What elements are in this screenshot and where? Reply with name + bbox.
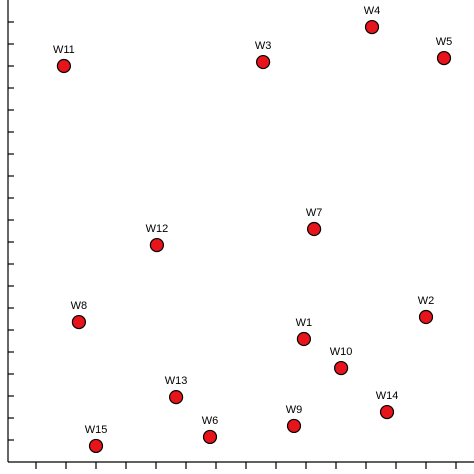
point xyxy=(334,360,349,376)
point xyxy=(256,54,271,70)
point-label: W1 xyxy=(296,317,313,329)
point-label: W4 xyxy=(364,5,381,17)
point-label: W8 xyxy=(71,300,88,312)
point xyxy=(202,429,218,445)
point-label: W13 xyxy=(165,375,188,387)
point xyxy=(418,309,434,325)
point xyxy=(307,221,322,237)
point xyxy=(436,50,452,66)
point-label: W11 xyxy=(53,44,75,56)
point xyxy=(296,331,311,347)
point xyxy=(88,438,104,454)
point xyxy=(379,404,395,420)
point-label: W10 xyxy=(330,346,353,358)
point-label: W6 xyxy=(202,415,219,427)
point-label: W5 xyxy=(436,36,453,48)
point xyxy=(169,390,184,405)
point xyxy=(364,19,380,35)
point xyxy=(149,237,164,253)
point-label: W14 xyxy=(376,390,399,402)
point-label: W12 xyxy=(146,223,169,235)
point-label: W9 xyxy=(286,404,303,416)
point-label: W15 xyxy=(85,424,108,436)
point xyxy=(71,314,87,330)
point-label: W3 xyxy=(255,40,272,52)
point-label: W2 xyxy=(418,295,435,307)
point xyxy=(286,418,302,434)
point xyxy=(56,58,72,74)
point-label: W7 xyxy=(306,207,323,219)
